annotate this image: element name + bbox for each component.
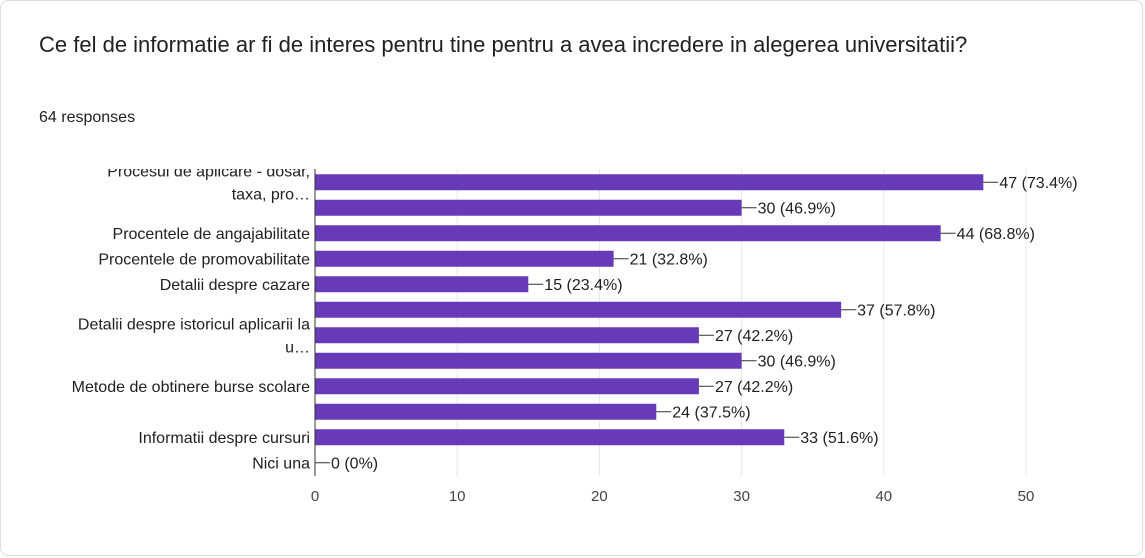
x-tick-label: 30 (733, 488, 750, 505)
bar (315, 429, 785, 446)
data-label: 30 (46.9%) (758, 353, 836, 370)
x-tick-label: 0 (311, 488, 319, 505)
data-label: 47 (73.4%) (999, 175, 1077, 192)
category-label: Procesul de aplicare - dosar, taxa, pro… (107, 163, 310, 203)
bar (315, 327, 699, 344)
data-label: 21 (32.8%) (630, 251, 708, 268)
category-label: Procentele de angajabilitate (113, 226, 311, 243)
data-label: 30 (46.9%) (758, 200, 836, 217)
category-label: Metode de obtinere burse scolare (72, 379, 310, 396)
x-tick-label: 50 (1018, 488, 1035, 505)
bar (315, 199, 742, 216)
category-label: Nici una (252, 455, 310, 472)
data-label: 44 (68.8%) (957, 226, 1035, 243)
data-label: 27 (42.2%) (715, 328, 793, 345)
bar (315, 352, 742, 369)
x-tick-label: 10 (449, 488, 466, 505)
bar (315, 403, 657, 420)
category-label: Informatii despre cursuri (138, 430, 310, 447)
plot-top-mask (1, 151, 321, 169)
data-label: 0 (0%) (331, 455, 378, 472)
category-label: Detalii despre istoricul aplicarii la u… (78, 316, 310, 356)
data-label: 33 (51.6%) (800, 430, 878, 447)
response-count: 64 responses (39, 109, 136, 126)
bar (315, 250, 614, 267)
bar (315, 378, 699, 395)
bar (315, 225, 941, 242)
x-tick-label: 40 (875, 488, 892, 505)
category-label: Procentele de promovabilitate (98, 251, 310, 268)
bar (315, 174, 984, 191)
data-label: 37 (57.8%) (857, 302, 935, 319)
data-label: 15 (23.4%) (544, 277, 622, 294)
category-label: Detalii despre cazare (160, 277, 310, 294)
x-tick-label: 20 (591, 488, 608, 505)
bar (315, 301, 842, 318)
question-title: Ce fel de informatie ar fi de interes pe… (39, 32, 968, 57)
data-label: 24 (37.5%) (672, 404, 750, 421)
bar (315, 276, 529, 293)
data-label: 27 (42.2%) (715, 379, 793, 396)
